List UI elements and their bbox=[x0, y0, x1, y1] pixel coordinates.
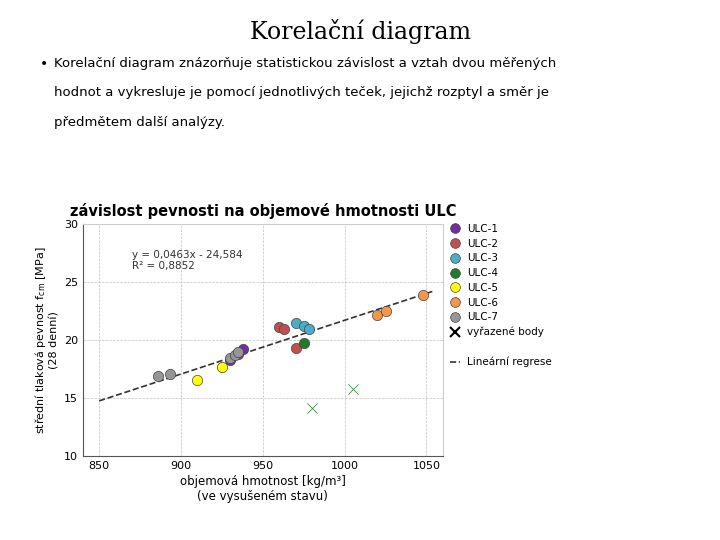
ULC-7 bbox=[153, 372, 164, 381]
Text: Nástroje a metody QM: Nástroje a metody QM bbox=[18, 513, 150, 526]
Text: Korelační diagram znázorňuje statistickou závislost a vztah dvou měřených: Korelační diagram znázorňuje statisticko… bbox=[54, 57, 557, 70]
ULC-7 bbox=[163, 369, 175, 378]
ULC-7 bbox=[229, 351, 240, 360]
Text: •: • bbox=[40, 57, 48, 71]
Text: hodnot a vykresluje je pomocí jednotlivých teček, jejichž rozptyl a směr je: hodnot a vykresluje je pomocí jednotlivý… bbox=[54, 86, 549, 99]
Text: Korelační diagram: Korelační diagram bbox=[250, 19, 470, 44]
X-axis label: objemová hmotnost [kg/m³]
(ve vysušeném stavu): objemová hmotnost [kg/m³] (ve vysušeném … bbox=[180, 475, 346, 503]
ULC-3 bbox=[289, 319, 301, 327]
ULC-5 bbox=[216, 362, 228, 371]
ULC-3 bbox=[303, 324, 315, 333]
Text: předmětem další analýzy.: předmětem další analýzy. bbox=[54, 116, 225, 129]
ULC-1 bbox=[238, 345, 249, 354]
ULC-2 bbox=[279, 324, 290, 333]
Text: y = 0,0463x - 24,584
R² = 0,8852: y = 0,0463x - 24,584 R² = 0,8852 bbox=[132, 249, 243, 271]
Text: Zajištění kvality: Zajištění kvality bbox=[608, 513, 702, 526]
ULC-1 bbox=[233, 350, 244, 359]
ULC-6 bbox=[372, 310, 383, 319]
ULC-2 bbox=[289, 344, 301, 353]
Title: závislost pevnosti na objemové hmotnosti ULC: závislost pevnosti na objemové hmotnosti… bbox=[70, 202, 456, 219]
ULC-3 bbox=[298, 322, 310, 330]
ULC-6 bbox=[379, 307, 391, 315]
Legend: ULC-1, ULC-2, ULC-3, ULC-4, ULC-5, ULC-6, ULC-7, vyřazené body, , Lineární regre: ULC-1, ULC-2, ULC-3, ULC-4, ULC-5, ULC-6… bbox=[450, 224, 552, 367]
ULC-7 bbox=[233, 348, 244, 356]
ULC-7 bbox=[225, 353, 236, 362]
ULC-4 bbox=[298, 338, 310, 347]
ULC-2 bbox=[274, 323, 285, 332]
ULC-6 bbox=[418, 291, 429, 299]
Point bbox=[306, 403, 318, 412]
ULC-1 bbox=[225, 356, 236, 364]
Point bbox=[347, 384, 359, 393]
ULC-5 bbox=[192, 375, 203, 384]
Y-axis label: střední tlaková pevnost f$_\mathregular{cm}$ [MPa]
(28 denní): střední tlaková pevnost f$_\mathregular{… bbox=[33, 246, 60, 434]
